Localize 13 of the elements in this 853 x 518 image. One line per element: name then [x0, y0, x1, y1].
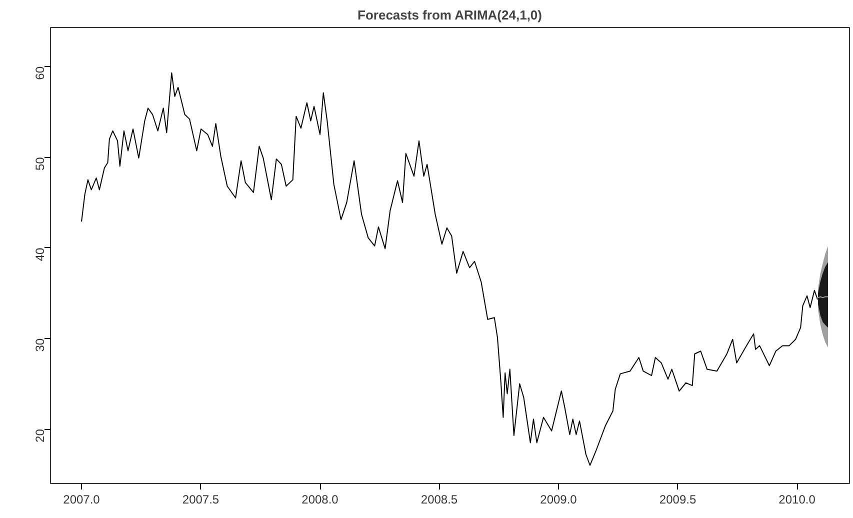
y-tick-label: 50 — [33, 156, 47, 170]
x-tick-label: 2008.5 — [420, 492, 458, 506]
chart-title: Forecasts from ARIMA(24,1,0) — [358, 8, 542, 22]
x-tick-label: 2009.0 — [540, 492, 578, 506]
x-tick-label: 2007.0 — [63, 492, 100, 506]
y-tick-label: 30 — [33, 338, 47, 352]
y-tick-label: 20 — [33, 428, 47, 442]
y-tick-label: 60 — [33, 66, 47, 80]
y-tick-label: 40 — [33, 247, 47, 262]
x-tick-label: 2010.0 — [778, 492, 816, 506]
x-tick-label: 2009.5 — [659, 492, 696, 506]
x-tick-label: 2008.0 — [302, 492, 339, 506]
x-tick-label: 2007.5 — [182, 492, 220, 506]
